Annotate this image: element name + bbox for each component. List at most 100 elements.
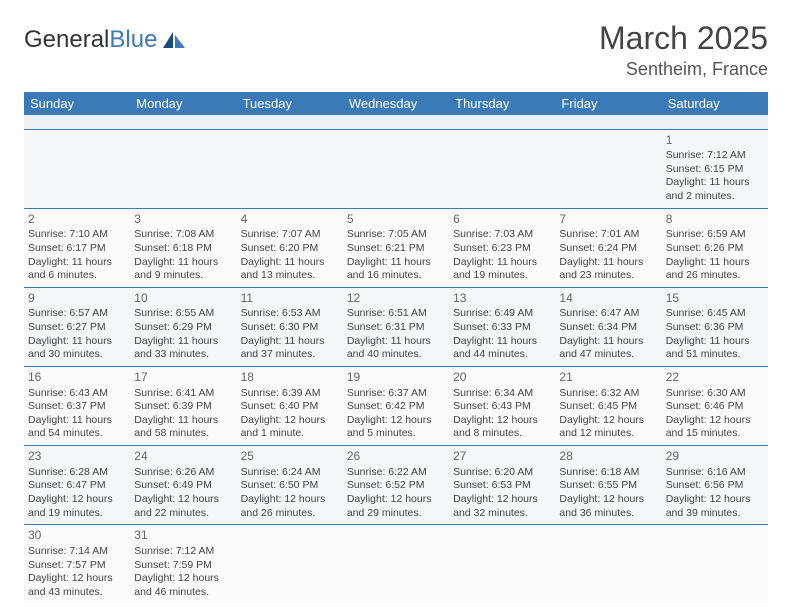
calendar-cell: 14Sunrise: 6:47 AMSunset: 6:34 PMDayligh… [555,287,661,366]
calendar-cell-empty [343,525,449,604]
sunset-text: Sunset: 6:47 PM [28,479,126,493]
sunset-text: Sunset: 6:45 PM [559,400,657,414]
daylight-text: Daylight: 11 hours and 54 minutes. [28,414,126,441]
sunset-text: Sunset: 6:29 PM [134,321,232,335]
daylight-text: Daylight: 11 hours and 2 minutes. [666,176,764,203]
daylight-text: Daylight: 11 hours and 13 minutes. [241,256,339,283]
sunset-text: Sunset: 6:24 PM [559,242,657,256]
daylight-text: Daylight: 11 hours and 6 minutes. [28,256,126,283]
calendar-cell: 4Sunrise: 7:07 AMSunset: 6:20 PMDaylight… [237,208,343,287]
calendar-cell: 31Sunrise: 7:12 AMSunset: 7:59 PMDayligh… [130,525,236,604]
sunrise-text: Sunrise: 6:59 AM [666,228,764,242]
sunset-text: Sunset: 6:21 PM [347,242,445,256]
daylight-text: Daylight: 12 hours and 19 minutes. [28,493,126,520]
sunrise-text: Sunrise: 6:43 AM [28,387,126,401]
sunrise-text: Sunrise: 6:18 AM [559,466,657,480]
day-header: Wednesday [343,92,449,115]
sunrise-text: Sunrise: 6:39 AM [241,387,339,401]
daylight-text: Daylight: 11 hours and 47 minutes. [559,335,657,362]
sunset-text: Sunset: 6:34 PM [559,321,657,335]
header: GeneralBlue March 2025 Sentheim, France [24,20,768,80]
sunset-text: Sunset: 6:27 PM [28,321,126,335]
day-header: Thursday [449,92,555,115]
title-block: March 2025 Sentheim, France [599,20,768,80]
sunset-text: Sunset: 6:50 PM [241,479,339,493]
day-number: 27 [453,449,551,465]
day-number: 23 [28,449,126,465]
logo-text-1: General [24,26,109,54]
sunset-text: Sunset: 6:49 PM [134,479,232,493]
calendar-row: 2Sunrise: 7:10 AMSunset: 6:17 PMDaylight… [24,208,768,287]
day-number: 3 [134,212,232,228]
sunset-text: Sunset: 6:26 PM [666,242,764,256]
daylight-text: Daylight: 12 hours and 43 minutes. [28,572,126,599]
sunrise-text: Sunrise: 6:30 AM [666,387,764,401]
day-header-row: SundayMondayTuesdayWednesdayThursdayFrid… [24,92,768,115]
day-header: Monday [130,92,236,115]
sunset-text: Sunset: 6:37 PM [28,400,126,414]
calendar-cell-empty [24,129,130,208]
daylight-text: Daylight: 11 hours and 33 minutes. [134,335,232,362]
sunrise-text: Sunrise: 7:08 AM [134,228,232,242]
calendar-cell: 10Sunrise: 6:55 AMSunset: 6:29 PMDayligh… [130,287,236,366]
day-number: 2 [28,212,126,228]
calendar-row: 1Sunrise: 7:12 AMSunset: 6:15 PMDaylight… [24,129,768,208]
daylight-text: Daylight: 11 hours and 44 minutes. [453,335,551,362]
calendar-cell: 19Sunrise: 6:37 AMSunset: 6:42 PMDayligh… [343,366,449,445]
sunrise-text: Sunrise: 7:03 AM [453,228,551,242]
sunset-text: Sunset: 6:30 PM [241,321,339,335]
daylight-text: Daylight: 12 hours and 26 minutes. [241,493,339,520]
day-header: Tuesday [237,92,343,115]
sunset-text: Sunset: 6:20 PM [241,242,339,256]
calendar-body: 1Sunrise: 7:12 AMSunset: 6:15 PMDaylight… [24,115,768,603]
day-number: 14 [559,291,657,307]
sunrise-text: Sunrise: 6:51 AM [347,307,445,321]
calendar-cell: 17Sunrise: 6:41 AMSunset: 6:39 PMDayligh… [130,366,236,445]
sunrise-text: Sunrise: 7:10 AM [28,228,126,242]
calendar-cell: 24Sunrise: 6:26 AMSunset: 6:49 PMDayligh… [130,446,236,525]
calendar-cell: 5Sunrise: 7:05 AMSunset: 6:21 PMDaylight… [343,208,449,287]
daylight-text: Daylight: 12 hours and 22 minutes. [134,493,232,520]
calendar-cell: 9Sunrise: 6:57 AMSunset: 6:27 PMDaylight… [24,287,130,366]
daylight-text: Daylight: 11 hours and 19 minutes. [453,256,551,283]
location: Sentheim, France [599,59,768,80]
daylight-text: Daylight: 11 hours and 30 minutes. [28,335,126,362]
daylight-text: Daylight: 12 hours and 36 minutes. [559,493,657,520]
calendar-cell: 25Sunrise: 6:24 AMSunset: 6:50 PMDayligh… [237,446,343,525]
sunrise-text: Sunrise: 6:45 AM [666,307,764,321]
day-number: 24 [134,449,232,465]
sunset-text: Sunset: 6:23 PM [453,242,551,256]
sunrise-text: Sunrise: 6:32 AM [559,387,657,401]
calendar-cell: 15Sunrise: 6:45 AMSunset: 6:36 PMDayligh… [662,287,768,366]
calendar-cell-empty [449,525,555,604]
sunrise-text: Sunrise: 6:16 AM [666,466,764,480]
sunset-text: Sunset: 6:52 PM [347,479,445,493]
sunrise-text: Sunrise: 6:34 AM [453,387,551,401]
sunset-text: Sunset: 6:46 PM [666,400,764,414]
calendar-cell: 29Sunrise: 6:16 AMSunset: 6:56 PMDayligh… [662,446,768,525]
sunset-text: Sunset: 6:36 PM [666,321,764,335]
sunrise-text: Sunrise: 7:07 AM [241,228,339,242]
sunrise-text: Sunrise: 6:20 AM [453,466,551,480]
calendar-row: 16Sunrise: 6:43 AMSunset: 6:37 PMDayligh… [24,366,768,445]
calendar-cell: 13Sunrise: 6:49 AMSunset: 6:33 PMDayligh… [449,287,555,366]
calendar-cell: 23Sunrise: 6:28 AMSunset: 6:47 PMDayligh… [24,446,130,525]
sunrise-text: Sunrise: 6:41 AM [134,387,232,401]
calendar-row: 30Sunrise: 7:14 AMSunset: 7:57 PMDayligh… [24,525,768,604]
daylight-text: Daylight: 11 hours and 9 minutes. [134,256,232,283]
daylight-text: Daylight: 11 hours and 58 minutes. [134,414,232,441]
calendar-cell-empty [555,129,661,208]
daylight-text: Daylight: 11 hours and 23 minutes. [559,256,657,283]
sunset-text: Sunset: 7:59 PM [134,559,232,573]
sunrise-text: Sunrise: 7:12 AM [134,545,232,559]
day-number: 12 [347,291,445,307]
sunrise-text: Sunrise: 7:12 AM [666,149,764,163]
day-number: 31 [134,528,232,544]
calendar-cell: 30Sunrise: 7:14 AMSunset: 7:57 PMDayligh… [24,525,130,604]
day-number: 18 [241,370,339,386]
calendar-cell-empty [237,525,343,604]
calendar-table: SundayMondayTuesdayWednesdayThursdayFrid… [24,92,768,603]
day-number: 20 [453,370,551,386]
sunrise-text: Sunrise: 6:26 AM [134,466,232,480]
sunrise-text: Sunrise: 6:22 AM [347,466,445,480]
